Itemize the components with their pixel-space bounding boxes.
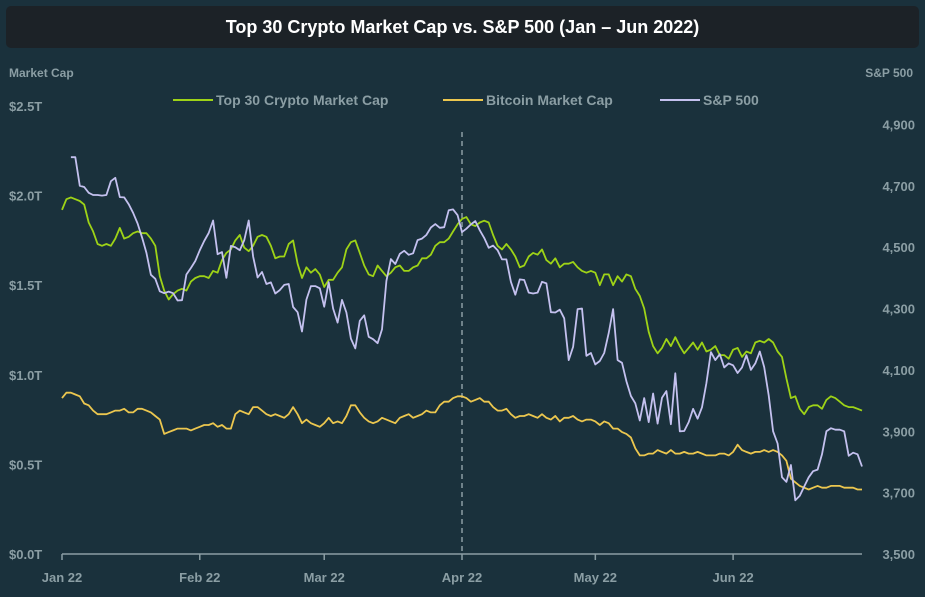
legend-label: Top 30 Crypto Market Cap [216,92,388,108]
x-tick-label: Jun 22 [713,570,754,585]
x-tick-label: Apr 22 [442,570,482,585]
right-tick-label: 4,900 [882,117,915,132]
right-tick-label: 3,900 [882,424,915,439]
left-tick-label: $0.0T [9,547,42,562]
right-tick-label: 4,100 [882,363,915,378]
chart-title-bar: Top 30 Crypto Market Cap vs. S&P 500 (Ja… [6,6,919,48]
x-tick-label: Jan 22 [42,570,82,585]
right-tick-label: 3,700 [882,486,915,501]
left-axis-label: Market Cap [9,66,74,80]
left-tick-label: $2.0T [9,189,42,204]
right-tick-label: 4,700 [882,179,915,194]
right-tick-label: 4,500 [882,240,915,255]
series-layer [61,156,863,502]
legend-label: Bitcoin Market Cap [486,92,613,108]
grid-layer [62,132,862,555]
series-line-2 [61,391,862,491]
chart-title: Top 30 Crypto Market Cap vs. S&P 500 (Ja… [225,16,700,37]
left-tick-label: $1.5T [9,278,42,293]
tick-layer: Jan 22 Feb 22 Mar 22 Apr 22 May 22 Jun 22 $0.0… [9,99,915,585]
series-line-3 [70,156,863,502]
x-tick-label: May 22 [574,570,617,585]
x-tick-label: Mar 22 [304,570,345,585]
right-tick-label: 4,300 [882,302,915,317]
legend-label: S&P 500 [703,92,759,108]
left-tick-label: $2.5T [9,99,42,114]
x-tick-label: Feb 22 [179,570,220,585]
left-tick-label: $1.0T [9,368,42,383]
series-line-1 [61,196,863,416]
right-axis-label: S&P 500 [865,66,913,80]
right-tick-label: 3,500 [882,547,915,562]
left-tick-label: $0.5T [9,457,42,472]
legend: Top 30 Crypto Market Cap Bitcoin Market C… [173,92,759,108]
